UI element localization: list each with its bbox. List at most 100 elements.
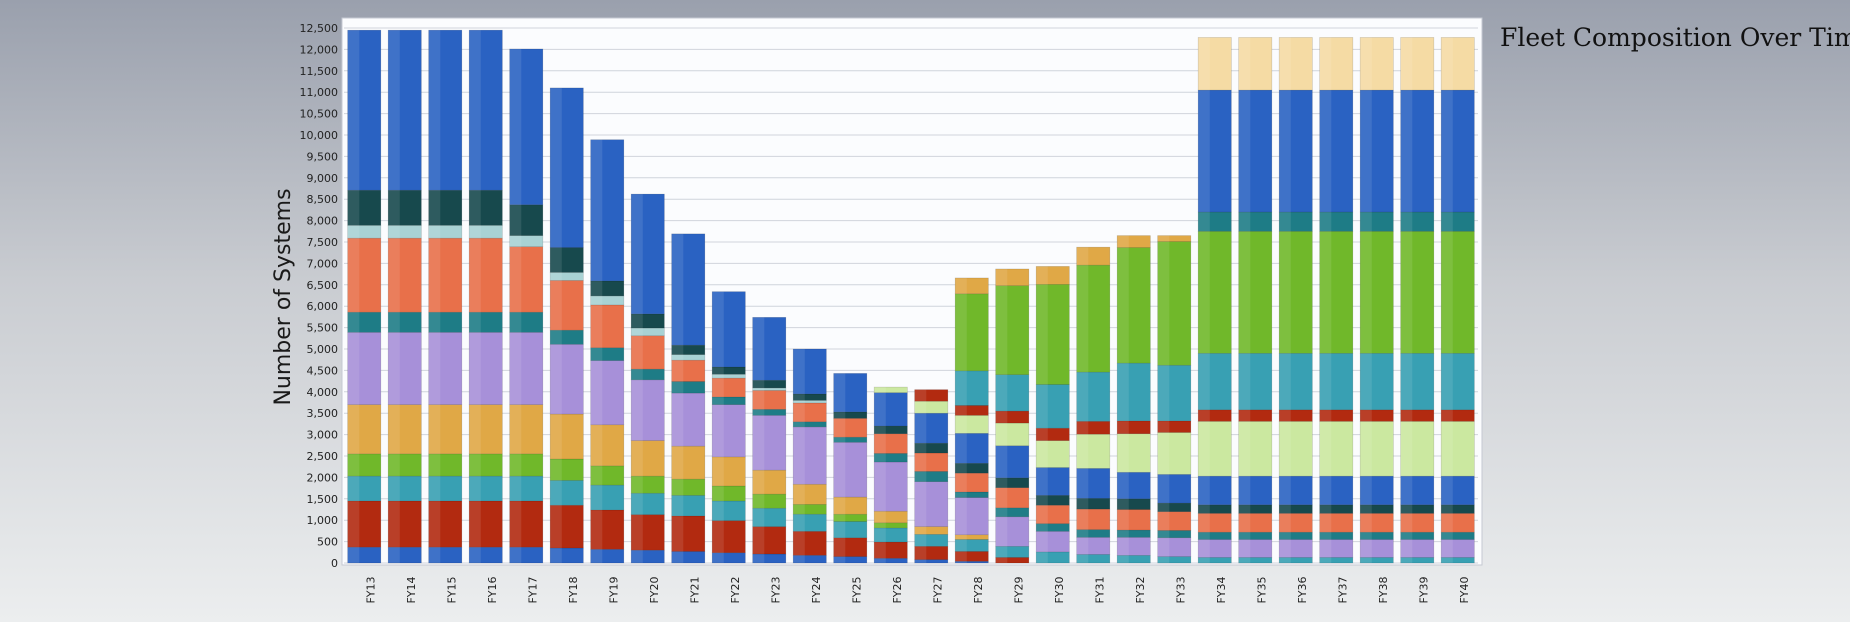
bar-segment <box>1035 284 1070 385</box>
bar-segment <box>549 480 584 506</box>
bar-stack <box>1440 37 1475 564</box>
bar-stack <box>1197 37 1232 564</box>
bar-segment <box>387 332 422 405</box>
x-tick-label: FY27 <box>931 576 944 603</box>
bar-segment <box>1238 352 1273 411</box>
bar-stack <box>428 29 463 564</box>
bar-stack <box>1076 246 1111 564</box>
y-tick-label: 10,500 <box>300 108 339 121</box>
bar-segment <box>509 246 544 313</box>
bar-highlight <box>874 387 886 563</box>
bar-segment <box>1319 352 1354 411</box>
bar-segment <box>468 332 503 405</box>
bar-segment <box>1278 421 1313 477</box>
bar-segment <box>1278 352 1313 411</box>
bar-segment <box>1278 89 1313 213</box>
bar-segment <box>1359 231 1394 354</box>
bar-stack <box>1359 37 1394 564</box>
bar-segment <box>347 189 382 226</box>
bar-segment <box>873 453 908 463</box>
bar-segment <box>1035 384 1070 429</box>
x-tick-label: FY28 <box>972 576 985 603</box>
bar-highlight <box>712 291 724 563</box>
bar-segment <box>1116 471 1151 500</box>
bar-segment <box>873 461 908 512</box>
y-tick-label: 6,000 <box>307 300 339 313</box>
bar-segment <box>1238 421 1273 477</box>
bar-segment <box>995 285 1030 375</box>
bar-segment <box>1157 241 1192 366</box>
bar-segment <box>1035 266 1070 285</box>
bar-segment <box>995 516 1030 547</box>
x-tick-label: FY24 <box>810 576 823 603</box>
bar-segment <box>1359 352 1394 411</box>
bar-stack <box>1319 37 1354 564</box>
bar-segment <box>995 374 1030 412</box>
bar-segment <box>630 193 665 315</box>
bar-highlight <box>793 349 805 563</box>
bar-segment <box>1197 89 1232 213</box>
bar-segment <box>468 404 503 455</box>
bar-highlight <box>1279 37 1291 563</box>
bar-highlight <box>671 233 684 564</box>
bar-stack <box>752 317 787 564</box>
bar-segment <box>1076 371 1111 422</box>
x-tick-label: FY25 <box>850 576 863 603</box>
bar-segment <box>1157 432 1192 475</box>
x-tick-label: FY26 <box>891 576 904 603</box>
bar-segment <box>792 426 827 485</box>
bar-highlight <box>509 48 522 564</box>
bar-segment <box>711 456 746 487</box>
bar-segment <box>752 493 787 509</box>
bar-segment <box>509 204 544 236</box>
bar-segment <box>1116 247 1151 364</box>
bar-highlight <box>752 317 765 563</box>
x-ticks: FY13 FY14 FY15 FY16 FY17 FY18 FY19 FY20 FY21 FY22… <box>364 576 1471 603</box>
bar-segment <box>792 348 827 395</box>
bar-segment <box>1400 531 1435 540</box>
x-tick-label: FY21 <box>688 576 701 603</box>
bar-segment <box>954 560 989 564</box>
bar-segment <box>1238 37 1273 91</box>
bar-stack <box>549 87 584 564</box>
x-tick-label: FY17 <box>526 576 539 603</box>
bar-segment <box>1319 89 1354 213</box>
y-tick-label: 12,000 <box>300 43 339 56</box>
bar-segment <box>1440 89 1475 213</box>
x-tick-label: FY32 <box>1134 576 1147 603</box>
bar-segment <box>1197 421 1232 477</box>
bar-segment <box>1197 531 1232 540</box>
bar-segment <box>1359 531 1394 540</box>
bar-segment <box>468 29 503 191</box>
x-tick-label: FY19 <box>607 576 620 603</box>
bar-stack <box>1035 266 1070 564</box>
bar-segment <box>509 404 544 455</box>
bar-stack <box>509 48 544 564</box>
bar-segment <box>1319 231 1354 354</box>
bar-segment <box>671 445 706 480</box>
bar-highlight <box>1238 37 1251 563</box>
bar-highlight <box>955 277 967 563</box>
bar-segment <box>428 475 463 502</box>
bar-segment <box>428 29 463 191</box>
bar-segment <box>1076 498 1111 510</box>
bar-stack <box>1278 37 1313 564</box>
y-tick-label: 2,500 <box>307 450 339 463</box>
x-tick-label: FY20 <box>648 576 661 603</box>
y-tick-label: 8,500 <box>307 193 339 206</box>
x-tick-label: FY18 <box>567 576 580 603</box>
x-tick-label: FY36 <box>1296 576 1309 603</box>
bar-segment <box>1278 531 1313 540</box>
y-tick-label: 11,000 <box>300 86 339 99</box>
bar-highlight <box>1319 37 1332 563</box>
bar-segment <box>428 332 463 405</box>
bar-segment <box>833 556 868 564</box>
bar-segment <box>671 233 706 346</box>
bar-segment <box>549 504 584 549</box>
bar-segment <box>509 475 544 502</box>
x-tick-label: FY22 <box>729 576 742 603</box>
bar-segment <box>1440 421 1475 477</box>
bar-stack <box>1116 235 1151 564</box>
bar-segment <box>590 347 625 361</box>
